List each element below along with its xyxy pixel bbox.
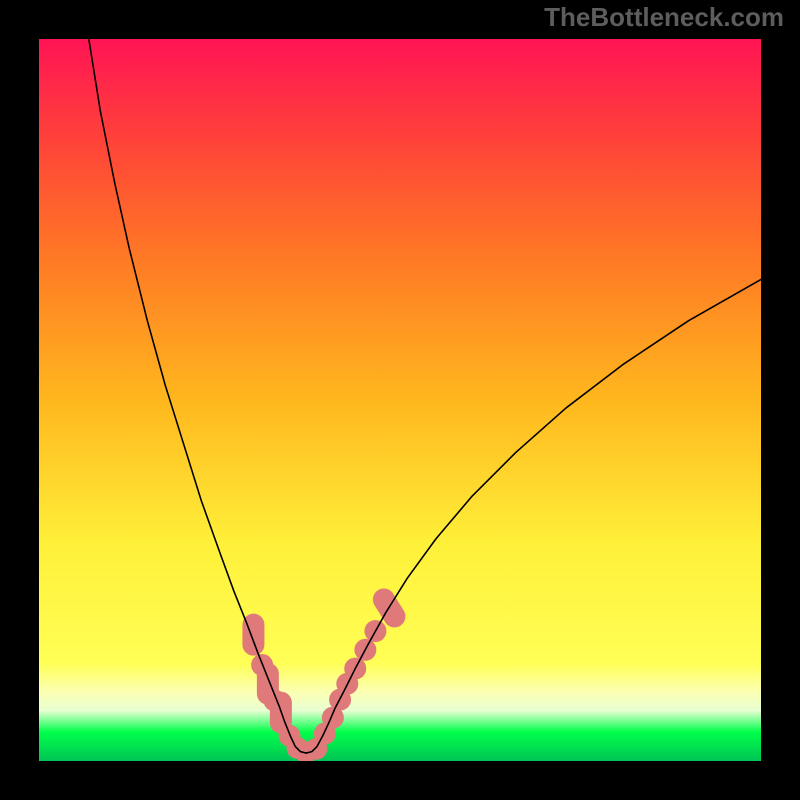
plot-background xyxy=(39,39,761,761)
chart-svg xyxy=(0,0,800,800)
chart-container: TheBottleneck.com xyxy=(0,0,800,800)
